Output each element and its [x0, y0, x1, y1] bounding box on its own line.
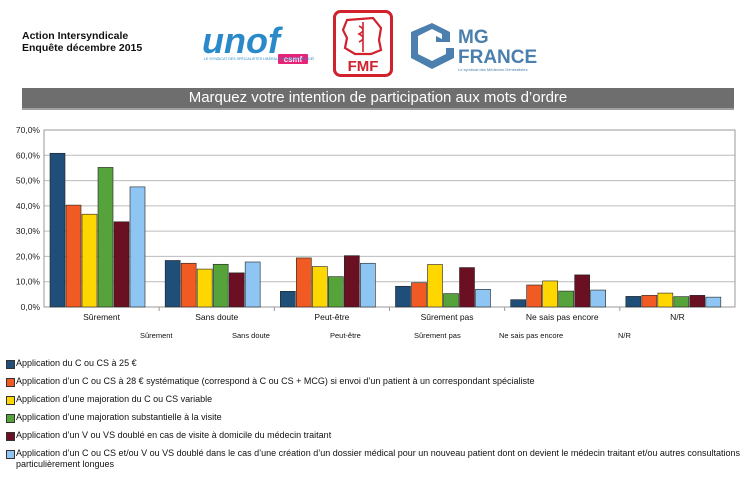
legend-swatch	[6, 360, 15, 369]
bar	[81, 213, 98, 308]
secondary-category-label: Ne sais pas encore	[499, 331, 564, 340]
legend-swatch	[6, 432, 15, 441]
bar	[312, 266, 328, 308]
y-tick-label: 0,0%	[21, 302, 41, 312]
x-category-label: Sans doute	[195, 312, 238, 322]
bar	[328, 276, 344, 308]
legend-swatch	[6, 396, 15, 405]
bar	[244, 261, 261, 308]
secondary-category-label: Sûrement pas	[414, 331, 461, 340]
bar	[49, 152, 66, 308]
bar	[459, 267, 475, 308]
bar	[673, 296, 690, 308]
bar	[657, 292, 674, 308]
bar	[395, 285, 411, 308]
bar	[625, 296, 642, 308]
legend-label: Application d’une majoration du C ou CS …	[16, 394, 213, 404]
france-map-icon	[341, 16, 383, 56]
bar	[427, 264, 443, 308]
bar	[65, 204, 82, 308]
secondary-category-label: Sûrement	[140, 331, 173, 340]
y-tick-label: 20,0%	[16, 251, 41, 261]
bar	[344, 255, 360, 308]
chart-title: Marquez votre intention de participation…	[188, 89, 568, 106]
bar	[296, 257, 312, 308]
y-tick-label: 10,0%	[16, 277, 41, 287]
legend-label: Application du C ou CS à 25 €	[16, 358, 137, 368]
bar	[590, 289, 606, 308]
bar	[705, 296, 722, 308]
mgfrance-tagline: Le syndicat des Médecins Généralistes	[458, 67, 528, 72]
y-tick-label: 60,0%	[16, 150, 41, 160]
y-tick-label: 70,0%	[16, 125, 41, 135]
secondary-category-label: Peut-être	[330, 331, 361, 340]
bar	[164, 260, 181, 308]
bar	[558, 290, 574, 308]
legend-label: Application d’un V ou VS doublé en cas d…	[16, 430, 332, 440]
legend-swatch	[6, 414, 15, 423]
bar	[180, 262, 197, 308]
unof-wordmark: unof	[202, 20, 283, 61]
mg-shield-icon	[411, 23, 454, 69]
bar	[280, 291, 296, 308]
x-category-label: N/R	[670, 312, 685, 322]
x-category-label: Sûrement	[83, 312, 120, 322]
x-category-label: Ne sais pas encore	[526, 312, 599, 322]
legend-swatch	[6, 450, 15, 459]
bar	[574, 274, 590, 308]
bar	[411, 282, 427, 308]
bar-chart: 0,0% 10,0% 20,0% 30,0% 40,0% 50,0% 60,0% 70,0% S…	[16, 125, 736, 322]
bar	[641, 295, 658, 308]
header-line-1: Action Intersyndicale	[22, 30, 129, 42]
fmf-wordmark: FMF	[348, 58, 379, 75]
mgfrance-logo: MG FRANCE Le syndicat des Médecins Génér…	[410, 20, 555, 72]
csmf-badge	[278, 54, 308, 64]
header-line-2: Enquête décembre 2015	[22, 42, 143, 54]
bar	[113, 221, 130, 308]
bar	[196, 268, 213, 308]
bar	[689, 295, 706, 308]
csmf-badge-text: csmf	[284, 55, 303, 64]
bar	[212, 263, 229, 308]
bar	[360, 262, 376, 308]
chart-title-banner: Marquez votre intention de participation…	[22, 88, 734, 110]
bar	[542, 280, 558, 308]
unof-logo: unof csmf LE SYNDICAT DES SPÉCIALISTES L…	[202, 20, 328, 74]
plot-area	[43, 129, 736, 308]
legend-label: Application d’un C ou CS et/ou V ou VS d…	[16, 448, 740, 469]
legend-label: Application d’un C ou CS à 28 € systémat…	[16, 376, 535, 386]
secondary-category-label: Sans doute	[232, 331, 270, 340]
mg-wordmark: MG	[458, 27, 489, 48]
x-category-label: Sûrement pas	[421, 312, 474, 322]
secondary-category-label: N/R	[618, 331, 631, 340]
bar	[97, 167, 114, 308]
y-tick-label: 40,0%	[16, 201, 41, 211]
bar	[129, 186, 146, 308]
bar	[443, 293, 459, 308]
legend-swatch	[6, 378, 15, 387]
caduceus-icon	[357, 22, 364, 52]
bar	[526, 284, 542, 308]
x-category-label: Peut-être	[314, 312, 349, 322]
y-tick-label: 50,0%	[16, 176, 41, 186]
y-tick-label: 30,0%	[16, 226, 41, 236]
legend-label: Application d’une majoration substantiel…	[16, 412, 222, 422]
bar	[228, 272, 245, 308]
bar	[510, 299, 526, 308]
unof-tagline: LE SYNDICAT DES SPÉCIALISTES LIBÉRAUX EN…	[204, 56, 314, 61]
bar	[475, 288, 491, 308]
fmf-logo: FMF	[333, 10, 393, 77]
survey-header: Action Intersyndicale Enquête décembre 2…	[22, 30, 142, 54]
france-wordmark: FRANCE	[458, 47, 537, 68]
